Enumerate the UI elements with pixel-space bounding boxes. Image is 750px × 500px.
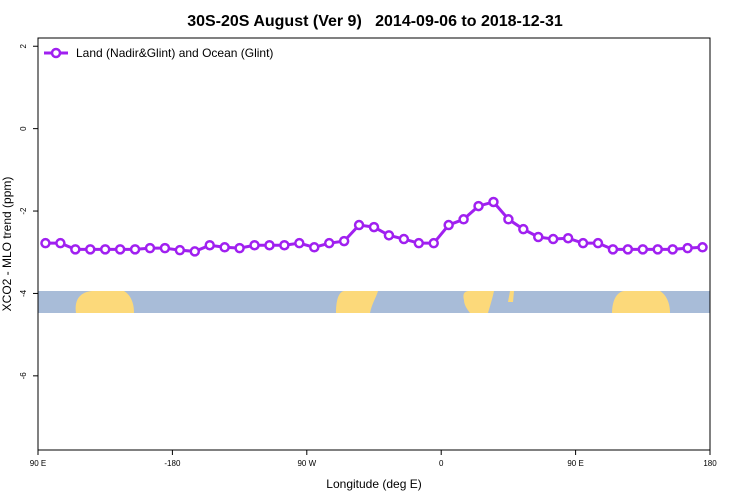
point bbox=[279, 239, 290, 251]
legend-label: Land (Nadir&Glint) and Ocean (Glint) bbox=[76, 46, 273, 60]
x-tick-label: 90 W bbox=[297, 459, 316, 468]
point bbox=[85, 244, 96, 255]
point bbox=[458, 214, 469, 225]
point bbox=[533, 231, 544, 243]
point bbox=[488, 196, 499, 208]
point bbox=[637, 244, 649, 255]
point bbox=[353, 219, 365, 231]
point bbox=[622, 244, 634, 255]
chart-title: 30S-20S August (Ver 9) 2014-09-06 to 201… bbox=[187, 13, 563, 30]
x-tick-label: 0 bbox=[439, 459, 444, 468]
point bbox=[309, 242, 320, 253]
point bbox=[114, 244, 126, 255]
point bbox=[40, 237, 51, 249]
point bbox=[503, 214, 514, 225]
x-tick-label: 180 bbox=[703, 459, 717, 468]
point bbox=[99, 244, 111, 255]
x-tick-label: 90 E bbox=[567, 459, 583, 468]
y-tick-label: 2 bbox=[19, 43, 28, 48]
point bbox=[249, 239, 260, 251]
point bbox=[264, 239, 275, 251]
point bbox=[144, 242, 156, 254]
x-tick-label: 90 E bbox=[30, 459, 46, 468]
point bbox=[562, 232, 574, 244]
x-tick-label: -180 bbox=[164, 459, 181, 468]
point bbox=[473, 200, 484, 212]
point bbox=[368, 221, 380, 233]
point bbox=[413, 237, 425, 249]
point bbox=[234, 242, 245, 254]
point bbox=[682, 242, 693, 254]
point bbox=[129, 244, 141, 255]
point bbox=[338, 235, 350, 247]
y-tick-label: -2 bbox=[19, 207, 28, 215]
point bbox=[70, 244, 81, 255]
point bbox=[219, 242, 230, 253]
land-map bbox=[38, 291, 710, 313]
point bbox=[323, 237, 335, 249]
point bbox=[577, 237, 589, 249]
point bbox=[398, 233, 410, 245]
y-tick-label: -6 bbox=[19, 372, 28, 380]
point bbox=[55, 237, 66, 249]
legend-marker bbox=[50, 47, 62, 59]
x-axis-label: Longitude (deg E) bbox=[326, 477, 421, 491]
point bbox=[204, 239, 215, 251]
point bbox=[652, 244, 663, 255]
point bbox=[294, 237, 305, 249]
point bbox=[174, 244, 186, 256]
point bbox=[697, 242, 708, 253]
point bbox=[667, 244, 678, 255]
y-axis-label: XCO2 - MLO trend (ppm) bbox=[0, 177, 14, 312]
plot-frame bbox=[37, 37, 711, 451]
point bbox=[607, 244, 619, 255]
point bbox=[518, 223, 529, 235]
point bbox=[428, 237, 439, 249]
y-tick-label: 0 bbox=[19, 126, 28, 131]
point bbox=[383, 230, 395, 241]
y-tick-label: -4 bbox=[19, 289, 28, 297]
point bbox=[443, 219, 454, 231]
point bbox=[159, 242, 171, 254]
point bbox=[189, 246, 201, 257]
point bbox=[547, 233, 559, 245]
point bbox=[592, 237, 604, 249]
